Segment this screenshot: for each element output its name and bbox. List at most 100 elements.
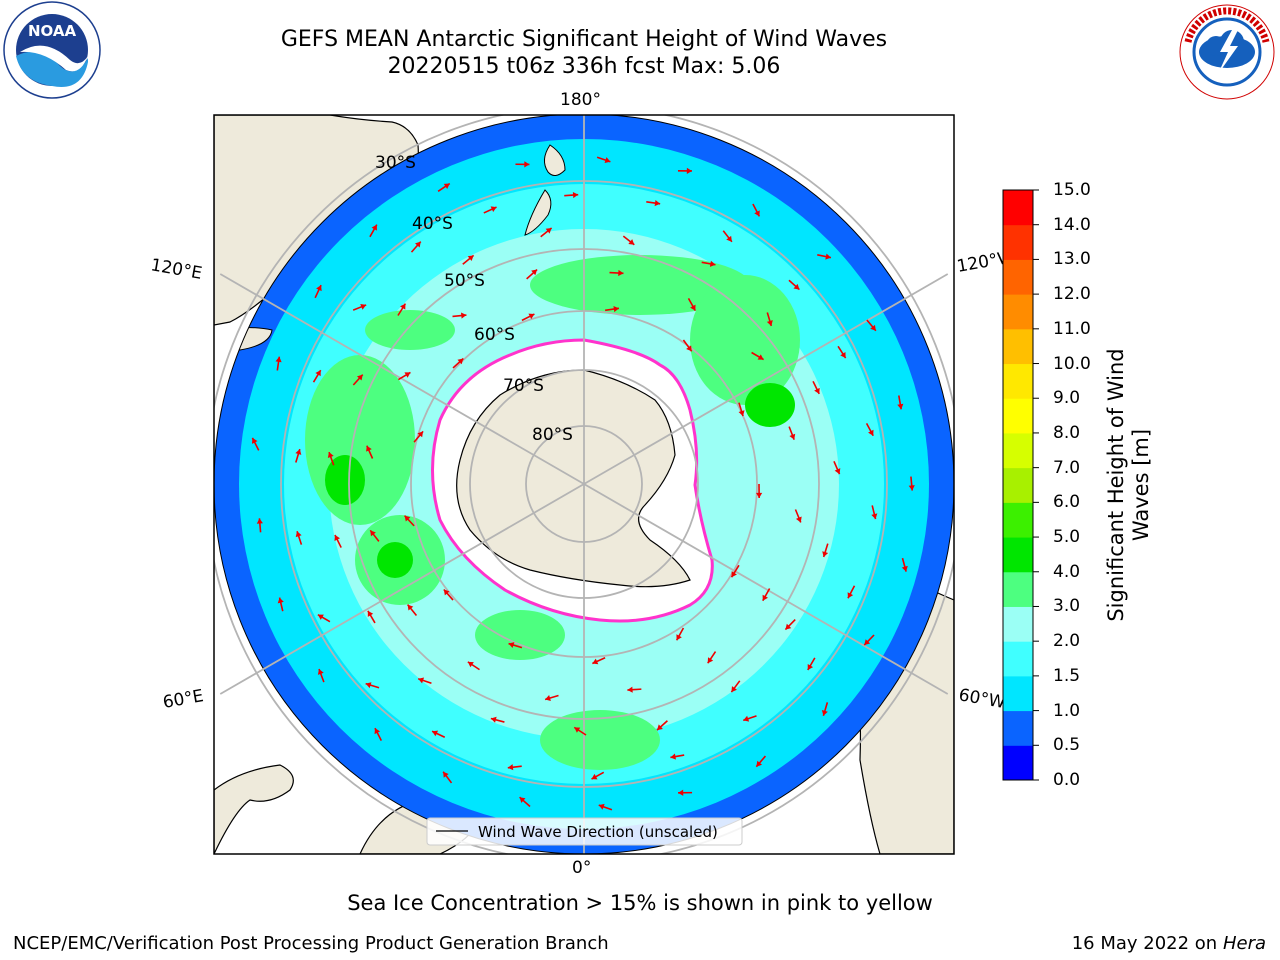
colorbar-segment <box>1003 259 1033 295</box>
wind-wave-arrow <box>526 268 538 280</box>
wind-wave-arrow <box>483 206 497 214</box>
colorbar-tick-label: 1.0 <box>1053 700 1081 721</box>
wind-wave-arrow <box>596 156 611 164</box>
wind-wave-arrow <box>366 445 374 459</box>
colorbar-tick-label: 14.0 <box>1053 214 1091 235</box>
lon-label: 60°W <box>957 685 1007 713</box>
wind-wave-arrow <box>701 260 716 267</box>
colorbar-segment <box>1003 606 1033 642</box>
wind-wave-arrow <box>871 505 878 520</box>
wind-wave-arrow <box>467 661 480 671</box>
wind-wave-arrow <box>334 534 342 548</box>
wind-wave-arrow <box>833 460 841 475</box>
wind-wave-arrow <box>901 557 908 572</box>
wind-wave-arrow <box>515 161 530 168</box>
wind-wave-arrow <box>707 651 717 664</box>
lon-label: 180° <box>560 90 601 110</box>
wind-wave-arrow <box>277 597 284 612</box>
footer-date: 16 May 2022 on Hera <box>1072 933 1266 954</box>
wind-wave-arrow <box>256 518 263 533</box>
lon-label: 120°E <box>149 255 203 284</box>
wind-wave-arrow <box>317 668 325 683</box>
footer-date-text: 16 May 2022 on <box>1071 933 1218 954</box>
colorbar <box>1002 189 1039 781</box>
colorbar-tick-label: 3.0 <box>1053 596 1081 617</box>
wind-wave-arrow <box>670 753 685 760</box>
lat-label: 70°S <box>503 376 544 396</box>
wind-wave-arrow <box>822 543 829 558</box>
wind-wave-arrow <box>275 356 282 371</box>
wind-wave-arrow <box>897 395 904 410</box>
wind-wave-arrow <box>431 730 446 738</box>
chart-subtitle: 20220515 t06z 336h fcst Max: 5.06 <box>387 54 781 79</box>
wind-wave-arrow <box>519 796 531 808</box>
lat-label: 40°S <box>412 214 453 234</box>
colorbar-segment <box>1003 328 1033 365</box>
colorbar-label: Significant Height of Wind Waves [m] <box>1104 348 1153 622</box>
wind-wave-arrow <box>609 269 624 277</box>
wind-wave-arrow <box>442 771 453 784</box>
wind-wave-arrow <box>564 191 579 199</box>
lat-label: 30°S <box>375 153 416 173</box>
wind-wave-arrow <box>682 339 693 352</box>
wind-wave-arrow <box>508 642 523 649</box>
colorbar-tick-label: 0.5 <box>1053 735 1081 756</box>
wind-wave-arrow <box>374 727 383 741</box>
wind-wave-arrow <box>437 182 451 193</box>
wind-wave-arrow <box>627 686 642 693</box>
wind-wave-arrow <box>730 564 740 578</box>
wind-wave-arrow <box>312 369 322 383</box>
wind-wave-arrow <box>817 253 832 260</box>
colorbar-tick-label: 8.0 <box>1053 422 1081 443</box>
colorbar-frame <box>1002 189 1034 781</box>
lon-label: 60°E <box>161 686 205 713</box>
colorbar-segment <box>1003 571 1033 607</box>
svg-text:NOAA: NOAA <box>28 22 77 40</box>
wind-wave-arrow <box>403 515 415 527</box>
wind-wave-arrow <box>573 726 587 736</box>
wind-wave-arrow <box>507 764 522 771</box>
wind-wave-arrow <box>365 682 380 689</box>
wind-wave-arrow <box>656 720 668 731</box>
wind-wave-arrow <box>544 694 559 701</box>
wind-wave-arrow <box>452 312 467 319</box>
map-legend: Wind Wave Direction (unscaled) <box>426 817 743 846</box>
colorbar-tick-label: 15.0 <box>1053 180 1091 200</box>
colorbar-tick-label: 13.0 <box>1053 249 1091 270</box>
colorbar-tick-label: 12.0 <box>1053 284 1091 305</box>
colorbar-segment <box>1003 294 1033 330</box>
wind-wave-arrow <box>788 279 800 291</box>
wind-wave-arrow <box>722 230 733 243</box>
wind-wave-arrow <box>592 656 606 665</box>
longitude-line <box>583 483 949 695</box>
wind-wave-arrow <box>622 235 635 246</box>
wind-wave-arrow <box>410 241 422 253</box>
wind-wave-arrow <box>742 715 757 722</box>
wind-wave-arrow <box>352 303 367 311</box>
wind-wave-arrow <box>490 716 505 723</box>
wind-wave-arrow <box>762 588 771 602</box>
wind-wave-arrow <box>866 319 877 332</box>
wind-wave-arrow <box>397 303 407 316</box>
wind-wave-arrow <box>812 380 820 395</box>
wind-wave-arrow <box>755 755 767 768</box>
wind-wave-arrow <box>756 483 763 499</box>
wind-wave-arrow <box>865 423 874 437</box>
wind-wave-arrow <box>908 476 915 491</box>
colorbar-tick-label: 9.0 <box>1053 388 1081 409</box>
wind-wave-arrow <box>521 313 535 322</box>
wind-wave-arrow <box>687 297 697 311</box>
chart-title: GEFS MEAN Antarctic Significant Height o… <box>280 27 888 52</box>
lat-label: 50°S <box>444 271 485 291</box>
wind-wave-arrow <box>678 789 693 796</box>
wind-wave-arrow <box>788 426 796 440</box>
lat-label: 80°S <box>532 425 573 445</box>
colorbar-segment <box>1003 190 1033 226</box>
wind-wave-arrow <box>766 312 773 327</box>
colorbar-tick-label: 10.0 <box>1053 353 1091 374</box>
longitude-line <box>219 483 585 695</box>
colorbar-segment <box>1003 398 1033 434</box>
colorbar-segment <box>1003 537 1033 573</box>
wind-wave-arrow <box>837 345 847 359</box>
